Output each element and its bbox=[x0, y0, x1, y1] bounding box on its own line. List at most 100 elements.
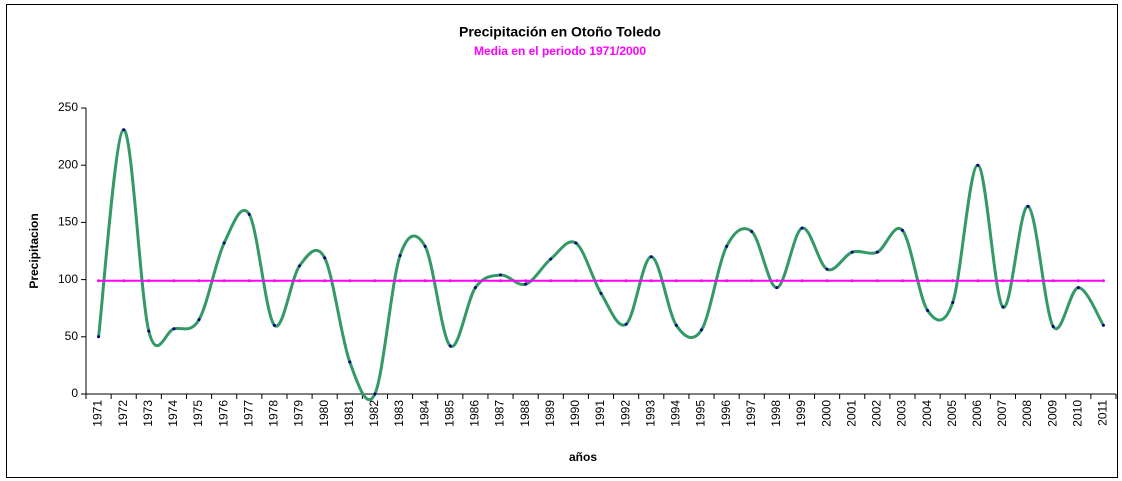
data-point bbox=[1076, 279, 1080, 283]
x-tick-label: 1989 bbox=[543, 400, 557, 427]
data-point bbox=[725, 279, 729, 283]
x-tick-label: 2006 bbox=[970, 400, 984, 427]
x-tick-label: 2003 bbox=[895, 400, 909, 427]
data-point bbox=[1051, 325, 1055, 329]
x-tick-label: 1973 bbox=[141, 400, 155, 427]
data-point bbox=[725, 244, 729, 248]
data-point bbox=[448, 344, 452, 348]
data-point bbox=[1026, 279, 1030, 283]
data-point bbox=[976, 279, 980, 283]
x-tick-label: 2000 bbox=[819, 400, 833, 427]
data-point bbox=[674, 323, 678, 327]
data-point bbox=[172, 327, 176, 331]
chart-frame bbox=[6, 4, 1118, 478]
data-point bbox=[825, 279, 829, 283]
x-tick-label: 1994 bbox=[669, 400, 683, 427]
data-point bbox=[197, 279, 201, 283]
data-point bbox=[951, 279, 955, 283]
x-tick-label: 1976 bbox=[216, 400, 230, 427]
x-tick-label: 1983 bbox=[392, 400, 406, 427]
data-point bbox=[373, 392, 377, 396]
data-point bbox=[398, 254, 402, 258]
data-point bbox=[800, 226, 804, 230]
data-point bbox=[473, 279, 477, 283]
data-point bbox=[398, 279, 402, 283]
x-tick-label: 1996 bbox=[719, 400, 733, 427]
x-tick-label: 1978 bbox=[267, 400, 281, 427]
x-tick-label: 1988 bbox=[518, 400, 532, 427]
x-tick-label: 1991 bbox=[593, 400, 607, 427]
data-point bbox=[272, 323, 276, 327]
data-point bbox=[499, 279, 503, 283]
y-tick-label: 100 bbox=[58, 272, 78, 286]
data-point bbox=[624, 279, 628, 283]
data-point bbox=[850, 279, 854, 283]
data-point bbox=[549, 257, 553, 261]
data-point bbox=[850, 250, 854, 254]
data-point bbox=[97, 279, 101, 283]
x-tick-label: 2008 bbox=[1020, 400, 1034, 427]
data-point bbox=[197, 318, 201, 322]
x-tick-label: 2011 bbox=[1096, 400, 1110, 426]
data-point bbox=[247, 212, 251, 216]
x-tick-label: 1987 bbox=[493, 400, 507, 427]
data-point bbox=[775, 279, 779, 283]
data-point bbox=[599, 279, 603, 283]
chart-title: Precipitación en Otoño Toledo bbox=[459, 24, 661, 40]
x-tick-label: 1993 bbox=[643, 400, 657, 427]
data-point bbox=[750, 230, 754, 234]
data-point bbox=[649, 255, 653, 259]
data-point bbox=[247, 279, 251, 283]
x-tick-label: 2009 bbox=[1045, 400, 1059, 427]
x-tick-label: 1974 bbox=[166, 400, 180, 427]
x-tick-label: 1986 bbox=[468, 400, 482, 427]
data-point bbox=[900, 279, 904, 283]
x-tick-label: 1999 bbox=[794, 400, 808, 427]
data-point bbox=[97, 335, 101, 339]
x-tick-label: 2004 bbox=[920, 400, 934, 427]
x-tick-label: 1995 bbox=[694, 400, 708, 427]
data-point bbox=[951, 300, 955, 304]
data-point bbox=[1026, 204, 1030, 208]
x-tick-label: 2005 bbox=[945, 400, 959, 427]
data-point bbox=[323, 256, 327, 260]
data-point bbox=[323, 279, 327, 283]
data-point bbox=[825, 267, 829, 271]
data-point bbox=[1101, 279, 1105, 283]
data-point bbox=[926, 279, 930, 283]
data-point bbox=[473, 286, 477, 290]
y-tick-label: 50 bbox=[65, 329, 79, 343]
data-point bbox=[574, 279, 578, 283]
data-point bbox=[699, 328, 703, 332]
data-point bbox=[750, 279, 754, 283]
data-point bbox=[599, 291, 603, 295]
data-point bbox=[348, 279, 352, 283]
x-tick-label: 1997 bbox=[744, 400, 758, 427]
x-tick-label: 1975 bbox=[191, 400, 205, 427]
y-tick-label: 0 bbox=[71, 386, 78, 400]
data-point bbox=[122, 128, 126, 132]
y-tick-label: 150 bbox=[58, 215, 78, 229]
x-axis-title: años bbox=[569, 450, 597, 464]
data-point bbox=[549, 279, 553, 283]
data-point bbox=[222, 279, 226, 283]
x-tick-label: 2001 bbox=[844, 400, 858, 427]
data-point bbox=[272, 279, 276, 283]
data-point bbox=[373, 279, 377, 283]
x-tick-label: 1971 bbox=[91, 400, 105, 427]
y-tick-label: 250 bbox=[58, 100, 78, 114]
data-point bbox=[1001, 305, 1005, 309]
data-point bbox=[499, 273, 503, 277]
data-point bbox=[298, 264, 302, 268]
data-point bbox=[674, 279, 678, 283]
data-point bbox=[649, 279, 653, 283]
x-tick-label: 1972 bbox=[116, 400, 130, 427]
x-tick-label: 1980 bbox=[317, 400, 331, 427]
x-tick-label: 1998 bbox=[769, 400, 783, 427]
y-tick-label: 200 bbox=[58, 157, 78, 171]
data-point bbox=[147, 329, 151, 333]
data-point bbox=[699, 279, 703, 283]
data-point bbox=[122, 279, 126, 283]
data-point bbox=[775, 286, 779, 290]
